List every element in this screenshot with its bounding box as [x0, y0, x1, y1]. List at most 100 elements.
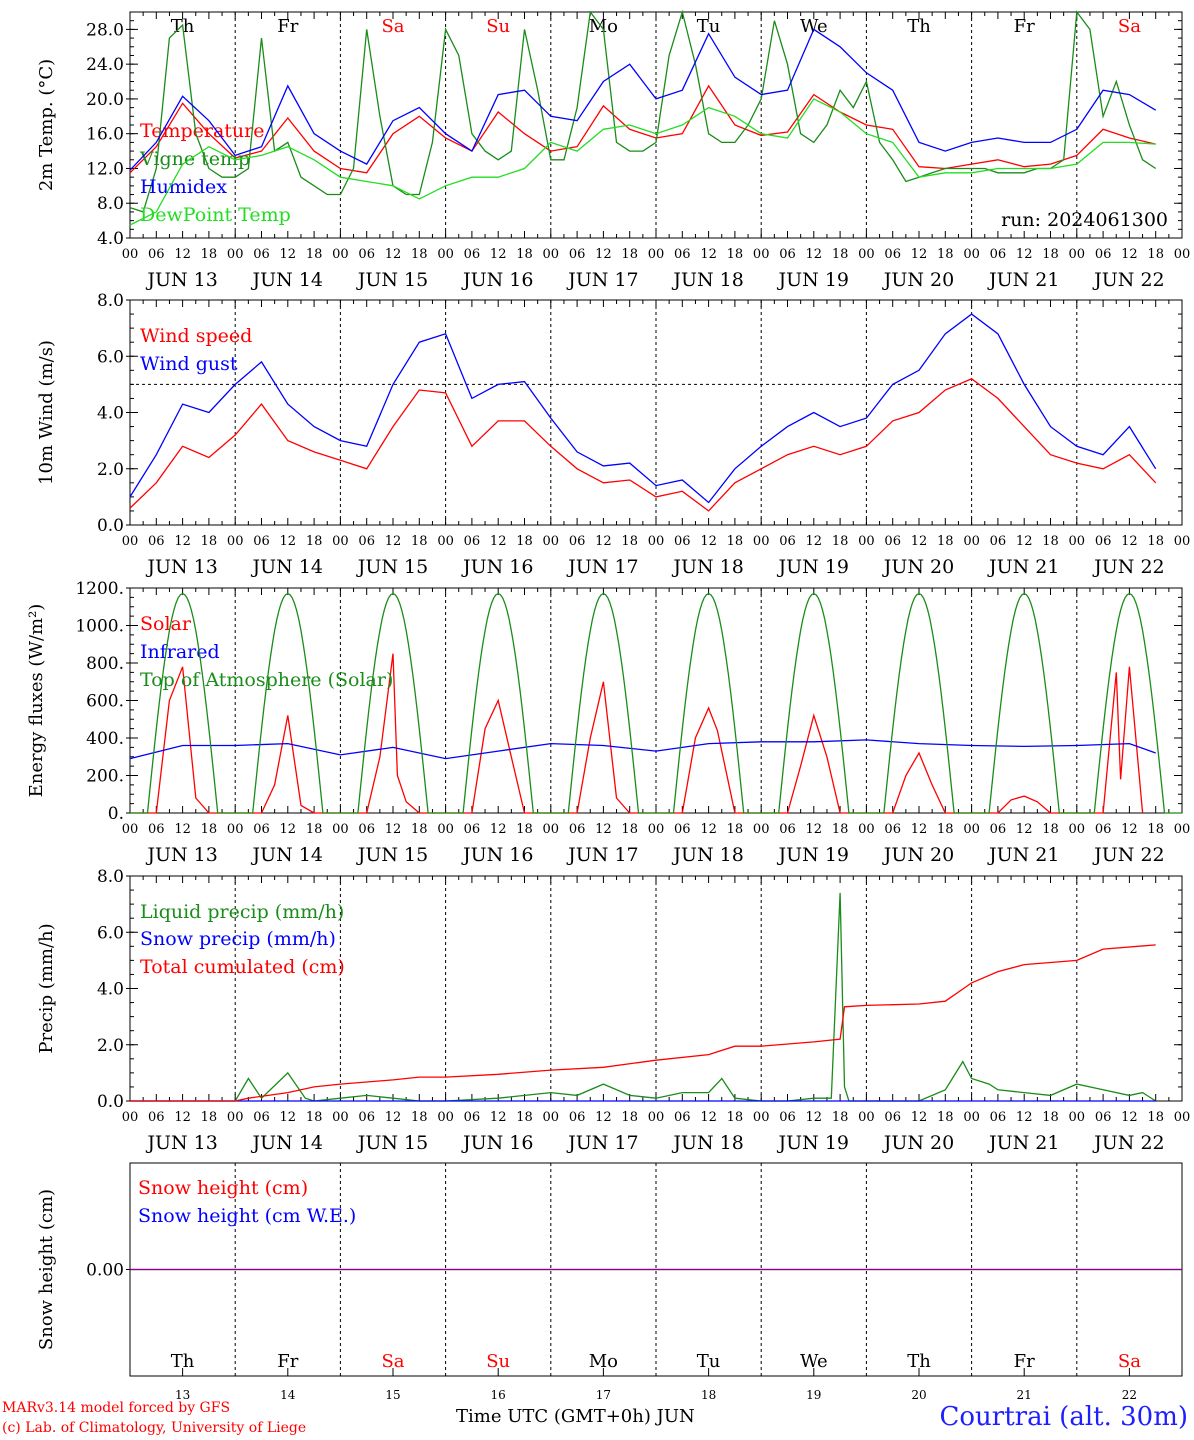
- weekday-label: Tu: [697, 16, 721, 37]
- x-hour-label: 12: [911, 247, 928, 262]
- x-hour-label: 06: [253, 534, 270, 549]
- series-line: [129, 28, 1157, 171]
- x-hour-label: 06: [1095, 247, 1112, 262]
- credit-model: MARv3.14 model forced by GFS: [2, 1400, 231, 1416]
- x-hour-label: 12: [595, 247, 612, 262]
- x-hour-label: 18: [621, 247, 638, 262]
- legend-entry: Snow height (cm): [138, 1177, 308, 1199]
- x-date-label: JUN 21: [987, 844, 1059, 866]
- x-date-label: JUN 19: [777, 556, 849, 578]
- x-date-label: JUN 15: [356, 269, 428, 291]
- y-tick-label: 20.0: [86, 90, 124, 110]
- x-hour-label: 12: [806, 822, 823, 837]
- x-hour-label: 00: [963, 1110, 980, 1125]
- day-number-label: 15: [385, 1388, 400, 1402]
- x-date-label: JUN 13: [145, 1132, 217, 1154]
- x-hour-label: 12: [595, 1110, 612, 1125]
- x-hour-label: 18: [411, 534, 428, 549]
- x-hour-label: 12: [1121, 247, 1138, 262]
- x-hour-label: 18: [727, 1110, 744, 1125]
- x-hour-label: 12: [700, 1110, 717, 1125]
- x-hour-label: 06: [779, 822, 796, 837]
- x-hour-label: 00: [543, 1110, 560, 1125]
- x-hour-label: 06: [779, 1110, 796, 1125]
- x-hour-label: 00: [648, 247, 665, 262]
- x-hour-label: 00: [227, 1110, 244, 1125]
- y-tick-label: 12.0: [86, 159, 124, 179]
- x-hour-label: 12: [1121, 534, 1138, 549]
- x-hour-label: 12: [595, 822, 612, 837]
- weekday-label: Su: [486, 1351, 510, 1372]
- x-hour-label: 06: [884, 1110, 901, 1125]
- y-tick-label: 0.00: [86, 1261, 124, 1281]
- x-date-label: JUN 16: [461, 844, 533, 866]
- y-axis-label: Precip (mm/h): [36, 923, 57, 1053]
- x-hour-label: 18: [516, 247, 533, 262]
- x-date-label: JUN 19: [777, 844, 849, 866]
- day-number-label: 22: [1122, 1388, 1137, 1402]
- x-hour-label: 00: [1069, 822, 1086, 837]
- weekday-label: Sa: [1118, 16, 1141, 37]
- x-hour-label: 00: [122, 534, 139, 549]
- legend-entry: Temperature: [140, 120, 264, 142]
- x-hour-label: 06: [464, 822, 481, 837]
- x-hour-label: 18: [306, 534, 323, 549]
- day-number-label: 13: [175, 1388, 190, 1402]
- x-hour-label: 12: [1121, 1110, 1138, 1125]
- station-label: Courtrai (alt. 30m): [939, 1402, 1189, 1432]
- x-hour-label: 06: [148, 534, 165, 549]
- day-number-label: 21: [1017, 1388, 1032, 1402]
- x-hour-label: 00: [1174, 1110, 1191, 1125]
- x-hour-label: 00: [1174, 822, 1191, 837]
- x-axis-title-text: Time UTC (GMT+0h): [456, 1406, 651, 1427]
- x-hour-label: 00: [437, 247, 454, 262]
- x-date-label: JUN 21: [987, 556, 1059, 578]
- x-date-label: JUN 15: [356, 556, 428, 578]
- x-date-label: JUN 15: [356, 844, 428, 866]
- y-axis-label: 2m Temp. (°C): [36, 59, 57, 191]
- x-axis-title: Time UTC (GMT+0h) JUN: [456, 1406, 695, 1427]
- x-hour-label: 18: [937, 247, 954, 262]
- x-hour-label: 00: [543, 247, 560, 262]
- x-hour-label: 12: [806, 534, 823, 549]
- x-hour-label: 06: [253, 247, 270, 262]
- y-axis-label: Energy fluxes (W/m²): [26, 604, 47, 798]
- x-date-label: JUN 14: [251, 1132, 323, 1154]
- y-tick-label: 0.: [108, 804, 124, 824]
- x-date-label: JUN 22: [1092, 556, 1164, 578]
- weekday-label: Sa: [381, 1351, 404, 1372]
- day-number-label: 18: [701, 1388, 716, 1402]
- y-tick-label: 4.0: [97, 404, 124, 424]
- x-date-label: JUN 19: [777, 1132, 849, 1154]
- x-hour-label: 00: [227, 822, 244, 837]
- y-tick-label: 4.0: [97, 980, 124, 1000]
- x-hour-label: 00: [648, 534, 665, 549]
- x-hour-label: 12: [174, 1110, 191, 1125]
- panel-5: 0.00 Snow height (cm) Th 13 Fr 14 Sa 15 Su 16 Mo 17…: [36, 1162, 1183, 1402]
- x-date-label: JUN 13: [145, 844, 217, 866]
- x-hour-label: 18: [201, 247, 218, 262]
- panel-1: 4.0 8.0 12.0 16.0 20.0 24.0 28.0 2m Temp. (°C) 0…: [36, 9, 1191, 291]
- y-tick-label: 1000.: [75, 617, 124, 637]
- x-hour-label: 00: [543, 822, 560, 837]
- y-tick-label: 16.0: [86, 125, 124, 145]
- x-hour-label: 18: [201, 1110, 218, 1125]
- x-hour-label: 06: [148, 822, 165, 837]
- x-hour-label: 00: [1174, 247, 1191, 262]
- x-hour-label: 06: [358, 534, 375, 549]
- y-tick-label: 4.0: [97, 229, 124, 249]
- x-hour-label: 06: [990, 534, 1007, 549]
- x-date-label: JUN 22: [1092, 269, 1164, 291]
- x-hour-label: 06: [1095, 1110, 1112, 1125]
- x-date-label: JUN 18: [671, 269, 743, 291]
- x-hour-label: 00: [963, 534, 980, 549]
- x-hour-label: 12: [595, 534, 612, 549]
- weekday-label: Mo: [589, 1351, 618, 1372]
- x-hour-label: 06: [253, 822, 270, 837]
- x-hour-label: 18: [201, 534, 218, 549]
- x-hour-label: 18: [937, 534, 954, 549]
- panel-2: 0.0 2.0 4.0 6.0 8.0 10m Wind (m/s) 00 06 12 18 JUN…: [36, 291, 1190, 578]
- weekday-label: Fr: [277, 16, 298, 37]
- series-line: [129, 84, 1156, 174]
- x-hour-label: 18: [621, 1110, 638, 1125]
